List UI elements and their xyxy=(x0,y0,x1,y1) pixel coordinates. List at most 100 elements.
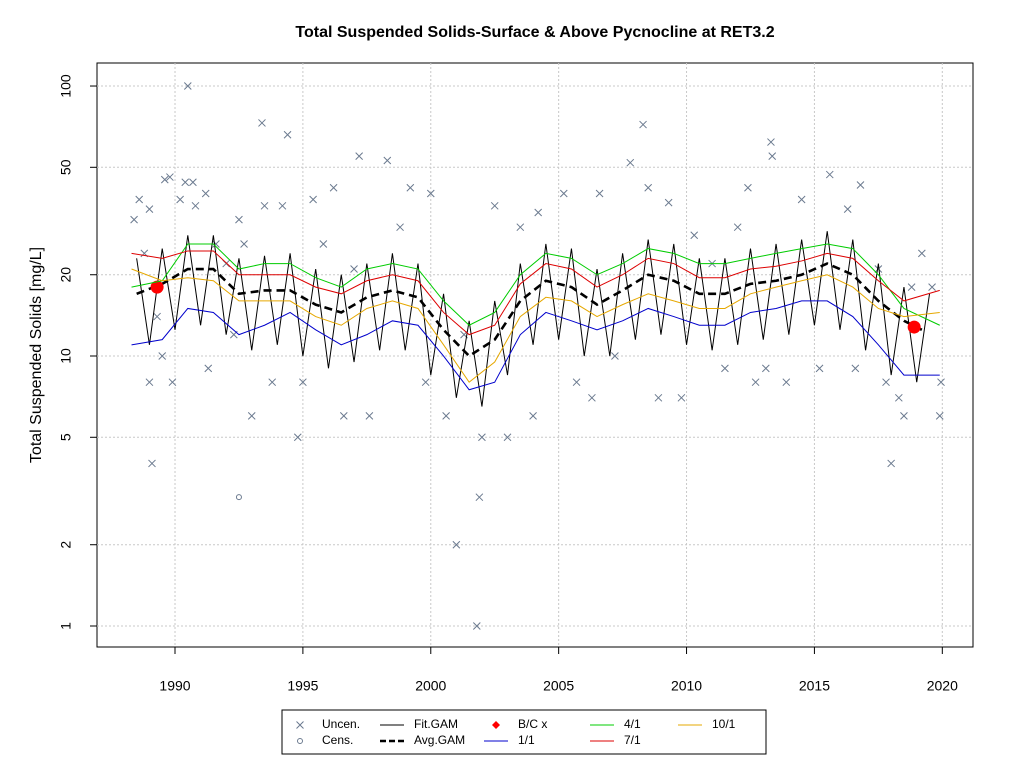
data-point xyxy=(843,205,852,213)
data-point xyxy=(329,183,338,192)
data-point xyxy=(145,378,154,387)
legend-symbol xyxy=(297,738,303,744)
data-point xyxy=(240,240,248,248)
data-point xyxy=(721,364,729,373)
legend-label: Uncen. xyxy=(322,717,360,731)
plot-frame xyxy=(96,62,974,648)
y-tick-label: 50 xyxy=(58,159,74,175)
data-point xyxy=(595,189,604,198)
data-point xyxy=(293,433,302,442)
data-point xyxy=(937,378,945,387)
data-point xyxy=(626,158,635,167)
data-point xyxy=(490,201,499,210)
data-point xyxy=(917,249,926,258)
data-point xyxy=(503,433,512,442)
x-tick-label: 1995 xyxy=(287,678,318,694)
legend-label: 10/1 xyxy=(712,717,736,731)
legend-label: Cens. xyxy=(322,733,353,747)
x-tick-label: 2015 xyxy=(799,678,830,694)
data-point xyxy=(733,223,742,232)
data-point xyxy=(153,312,161,321)
data-point xyxy=(761,364,770,373)
data-point xyxy=(639,120,647,129)
y-tick-label: 5 xyxy=(58,433,74,441)
data-line xyxy=(131,243,940,326)
data-point xyxy=(406,183,415,192)
data-point xyxy=(247,412,256,420)
y-tick-label: 100 xyxy=(58,74,74,98)
data-point xyxy=(166,173,174,181)
data-point xyxy=(299,378,307,387)
legend-symbol xyxy=(296,721,304,729)
data-point xyxy=(644,183,653,192)
data-point xyxy=(664,198,673,207)
data-point xyxy=(572,378,581,387)
data-point xyxy=(383,156,392,165)
data-point xyxy=(189,178,197,187)
y-tick-label: 20 xyxy=(58,267,74,283)
data-point xyxy=(260,201,269,210)
data-point xyxy=(534,208,543,217)
data-point xyxy=(130,215,138,224)
data-point xyxy=(442,412,450,420)
data-point xyxy=(677,393,686,402)
data-point xyxy=(887,459,896,468)
data-point xyxy=(309,195,317,204)
data-point xyxy=(690,231,699,240)
y-tick-label: 10 xyxy=(58,348,74,364)
data-point xyxy=(768,152,777,160)
x-tick-label: 2020 xyxy=(927,678,958,694)
data-point xyxy=(212,240,220,248)
data-line xyxy=(136,231,931,407)
data-point xyxy=(472,622,481,630)
data-point xyxy=(452,540,461,549)
data-point xyxy=(559,189,568,198)
data-point xyxy=(907,283,916,291)
data-point xyxy=(654,393,663,402)
x-tick-label: 2000 xyxy=(415,678,446,694)
data-line xyxy=(136,262,923,358)
data-point xyxy=(396,223,404,232)
data-point xyxy=(235,494,242,501)
data-point xyxy=(611,352,619,360)
data-point xyxy=(135,195,144,204)
data-point xyxy=(797,195,806,204)
data-point xyxy=(176,195,184,204)
data-point xyxy=(478,433,486,442)
data-point xyxy=(258,119,266,127)
data-point xyxy=(235,215,243,224)
data-line xyxy=(131,268,940,383)
data-point xyxy=(191,201,200,210)
data-point xyxy=(588,393,596,402)
legend-label: Avg.GAM xyxy=(414,733,465,747)
data-point xyxy=(183,82,192,90)
data-point xyxy=(204,364,213,373)
data-line xyxy=(131,300,940,391)
data-point xyxy=(319,240,328,248)
data-point xyxy=(767,138,775,146)
data-point xyxy=(825,170,834,179)
y-axis-label: Total Suspended Solids [mg/L] xyxy=(28,247,45,463)
x-tick-label: 1990 xyxy=(159,678,190,694)
legend xyxy=(281,709,767,755)
x-tick-label: 2005 xyxy=(543,678,574,694)
legend-label: Fit.GAM xyxy=(414,717,458,731)
data-point xyxy=(815,364,824,373)
data-point xyxy=(856,181,865,189)
data-point xyxy=(882,378,890,387)
data-point xyxy=(168,378,177,387)
data-point xyxy=(350,265,358,273)
data-point xyxy=(278,201,287,210)
data-point xyxy=(475,493,484,502)
data-point xyxy=(894,393,903,402)
data-point xyxy=(751,378,760,387)
legend-label: 1/1 xyxy=(518,733,535,747)
data-point xyxy=(365,412,374,420)
data-point xyxy=(158,352,167,360)
legend-symbol xyxy=(492,721,500,729)
chart-title: Total Suspended Solids-Surface & Above P… xyxy=(295,24,774,41)
data-point xyxy=(421,378,430,387)
data-point xyxy=(782,378,791,387)
data-point xyxy=(355,152,364,160)
